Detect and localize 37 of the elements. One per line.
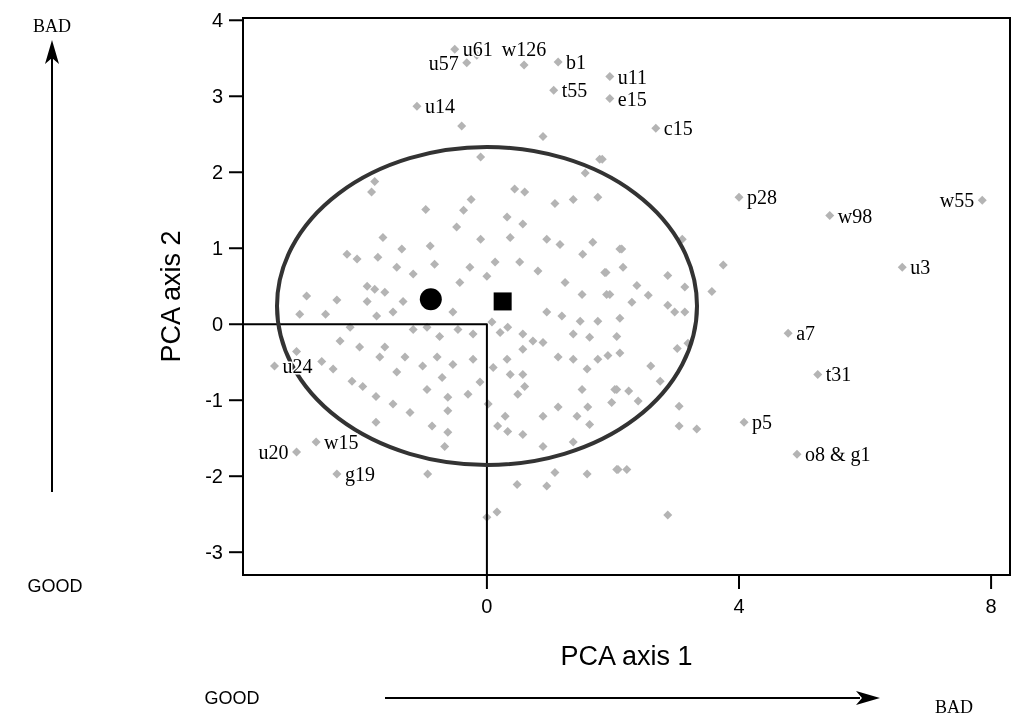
annotation: t31 (825, 363, 852, 386)
annotation: u11 (617, 65, 648, 88)
y-tick-label: 1 (211, 237, 223, 260)
y-axis-title: PCA axis 2 (156, 230, 186, 363)
annotation: w55 (939, 189, 975, 212)
text: GOOD (204, 688, 260, 709)
y-tick-label: 3 (211, 85, 223, 108)
x-tick-label: 0 (481, 595, 493, 617)
annotation: g19 (344, 462, 375, 486)
y-tick-label: 2 (211, 161, 223, 184)
annotation: u3 (910, 256, 931, 279)
x-tick-label: 8 (985, 595, 997, 617)
annotation: c15 (663, 117, 693, 140)
annotation: u20 (258, 440, 289, 463)
annotation: o8 & g1 (804, 443, 871, 467)
annotation: u61 (462, 38, 493, 61)
annotation: p28 (747, 186, 777, 210)
annotation: e15 (617, 87, 647, 110)
x-axis-title: PCA axis 1 (560, 641, 693, 671)
annotation: t55 (561, 79, 588, 102)
y-tick-label: -3 (205, 541, 223, 564)
annotation: u14 (424, 95, 455, 118)
y-tick-label: -1 (205, 389, 223, 412)
text: BAD (935, 697, 974, 718)
annotation: u57 (428, 51, 459, 74)
y-tick-label: -2 (205, 465, 223, 488)
x-tick-label: 4 (733, 595, 745, 617)
annotation: a7 (796, 322, 816, 345)
y-tick-label: 0 (211, 313, 223, 336)
text: GOOD (27, 576, 83, 597)
annotation: w15 (324, 431, 359, 454)
annotation: p5 (752, 411, 773, 435)
annotation: w98 (837, 204, 873, 227)
y-tick-label: 4 (211, 9, 223, 32)
annotation: w126 (501, 38, 547, 61)
annotation: b1 (566, 51, 587, 74)
text: BAD (32, 16, 72, 37)
